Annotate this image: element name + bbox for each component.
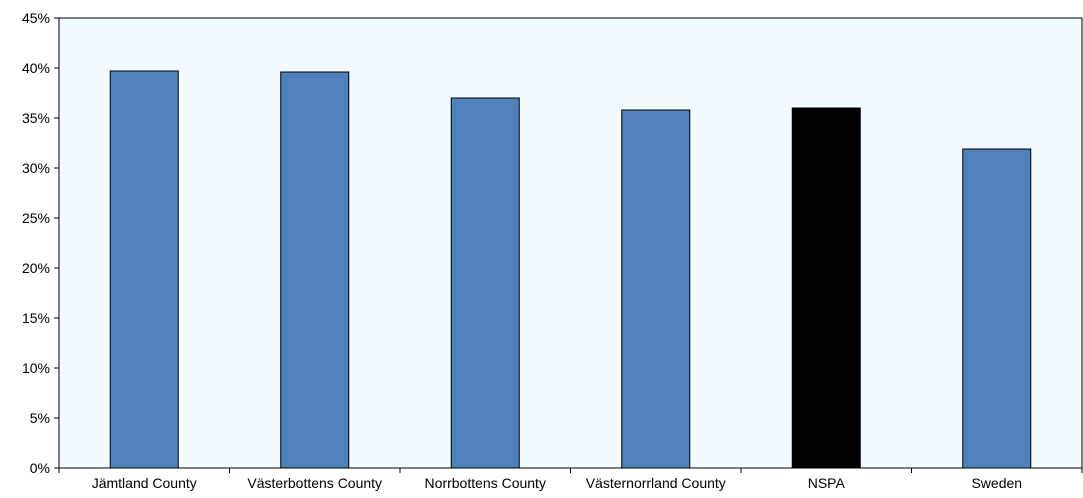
bar-4 xyxy=(791,107,861,469)
x-tick-label-3: Västernorrland County xyxy=(586,475,726,491)
y-tick-label-7: 35% xyxy=(22,110,50,126)
x-axis: Jämtland County Västerbottens County Norrb… xyxy=(58,17,1083,491)
bar-5 xyxy=(962,148,1032,469)
y-tick-label-6: 30% xyxy=(22,160,50,176)
bar-2 xyxy=(450,97,520,469)
bars-group xyxy=(109,70,1032,469)
y-tick-label-8: 40% xyxy=(22,60,50,76)
y-tick-label-1: 5% xyxy=(30,410,50,426)
y-tick-label-4: 20% xyxy=(22,260,50,276)
y-tick-label-2: 10% xyxy=(22,360,50,376)
bar-1 xyxy=(280,71,350,469)
x-tick-label-5: Sweden xyxy=(971,475,1022,491)
plot-area xyxy=(59,18,1082,468)
y-tick-label-0: 0% xyxy=(30,460,50,476)
bar-3 xyxy=(621,109,691,469)
bar-0 xyxy=(109,70,179,469)
x-tick-label-1: Västerbottens County xyxy=(247,475,382,491)
y-tick-label-5: 25% xyxy=(22,210,50,226)
x-tick-label-4: NSPA xyxy=(808,475,846,491)
y-axis: 0% 5% 10% 15% 20% 25% 30% 35% 40% 45% xyxy=(22,10,60,476)
y-tick-label-3: 15% xyxy=(22,310,50,326)
x-tick-label-0: Jämtland County xyxy=(92,475,197,491)
x-tick-label-2: Norrbottens County xyxy=(425,475,546,491)
y-tick-label-9: 45% xyxy=(22,10,50,26)
